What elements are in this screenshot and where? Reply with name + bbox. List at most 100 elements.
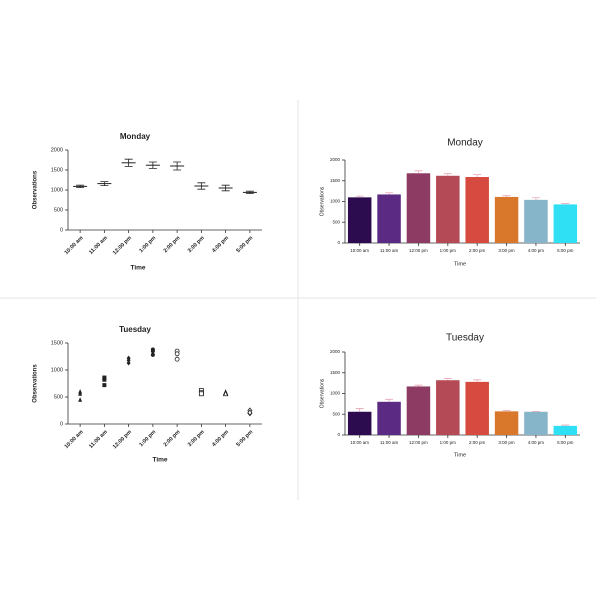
x-tick-label: 10:00 am	[64, 429, 85, 450]
x-tick-label: 12:00 pm	[112, 235, 133, 256]
y-tick-label: 2000	[51, 147, 63, 153]
point	[102, 383, 107, 388]
y-tick-label: 1000	[51, 367, 63, 373]
error-bar	[173, 161, 182, 171]
chart-title: Tuesday	[446, 333, 484, 344]
y-tick-label: 500	[332, 219, 340, 224]
x-tick-label: 10:00 am	[350, 440, 369, 445]
y-tick-label: 2000	[330, 349, 341, 354]
error-bar	[502, 195, 511, 197]
y-tick-label: 0	[337, 432, 340, 437]
bar	[377, 194, 401, 243]
x-tick-label: 10:00 am	[350, 248, 369, 253]
chart-title: Monday	[447, 138, 483, 149]
point	[102, 375, 107, 380]
bar	[465, 177, 489, 243]
error-bar	[221, 184, 230, 192]
y-tick-label: 1500	[330, 370, 341, 375]
x-axis-label: Time	[454, 261, 466, 267]
bar	[406, 386, 431, 435]
y-tick-label: 500	[54, 207, 63, 213]
x-tick-label: 1:00 pm	[138, 429, 157, 448]
y-tick-label: 0	[337, 240, 340, 245]
x-tick-label: 1:00 pm	[440, 248, 457, 253]
bar	[524, 411, 548, 435]
x-tick-label: 3:00 pm	[187, 235, 206, 254]
bar	[524, 199, 548, 243]
x-tick-label: 5:00 pm	[557, 248, 574, 253]
x-tick-label: 5:00 pm	[557, 440, 574, 445]
y-tick-label: 2000	[330, 157, 341, 162]
y-tick-label: 1500	[330, 178, 341, 183]
x-tick-label: 10:00 am	[64, 235, 85, 256]
bar	[347, 411, 372, 435]
error-bar	[561, 203, 570, 205]
x-tick-label: 4:00 pm	[528, 440, 545, 445]
x-tick-label: 3:00 pm	[498, 440, 515, 445]
error-bar	[414, 170, 423, 174]
x-tick-label: 3:00 pm	[187, 429, 206, 448]
x-tick-label: 1:00 pm	[138, 235, 157, 254]
bar	[553, 425, 578, 435]
chart: Tuesday Time Observations 0 500 1000 1500 2000 1…	[319, 333, 580, 458]
x-tick-label: 2:00 pm	[163, 235, 182, 254]
point	[198, 391, 204, 397]
error-bar	[502, 410, 511, 412]
y-axis-label: Observations	[33, 170, 39, 209]
chart: Monday Time Observations 0 500 1000 1500 2000 10…	[319, 138, 580, 267]
y-tick-label: 0	[60, 227, 63, 233]
x-tick-label: 11:00 am	[380, 440, 399, 445]
y-tick-label: 500	[332, 411, 340, 416]
point	[174, 356, 180, 362]
x-tick-label: 2:00 pm	[163, 429, 182, 448]
bar	[436, 380, 460, 435]
point	[174, 351, 180, 357]
y-tick-label: 0	[60, 421, 63, 427]
chart: Tuesday Time Observations 0 500 1000 1500 10:00…	[33, 325, 262, 464]
x-tick-label: 2:00 pm	[469, 248, 486, 253]
error-bar	[76, 184, 85, 188]
x-axis-label: Time	[454, 452, 466, 458]
x-tick-label: 2:00 pm	[469, 440, 486, 445]
error-bar	[473, 379, 482, 382]
x-tick-label: 4:00 pm	[528, 248, 545, 253]
x-axis-label: Time	[130, 265, 145, 272]
x-tick-label: 4:00 pm	[211, 235, 230, 254]
x-tick-label: 11:00 am	[380, 248, 399, 253]
chart: Monday Time Observations 0 500 1000 1500 2000 10…	[33, 132, 262, 272]
y-axis-label: Observations	[319, 186, 325, 216]
x-tick-label: 4:00 pm	[211, 429, 230, 448]
x-tick-label: 5:00 pm	[235, 235, 254, 254]
error-bar	[531, 197, 540, 200]
error-bar	[473, 174, 482, 178]
y-tick-label: 1000	[51, 187, 63, 193]
y-tick-label: 1000	[330, 391, 341, 396]
point	[223, 390, 229, 397]
error-bar	[355, 408, 364, 412]
y-tick-label: 1000	[330, 199, 341, 204]
x-tick-label: 12:00 pm	[409, 248, 428, 253]
y-axis-label: Observations	[33, 364, 39, 403]
point	[247, 409, 253, 416]
error-bar	[443, 378, 452, 381]
chart-title: Tuesday	[119, 325, 151, 334]
x-tick-label: 11:00 am	[88, 429, 109, 450]
y-tick-label: 500	[54, 394, 63, 400]
point	[150, 349, 155, 354]
x-tick-label: 11:00 am	[88, 235, 109, 256]
y-tick-label: 1500	[51, 340, 63, 346]
bar	[436, 175, 460, 243]
x-tick-label: 5:00 pm	[235, 429, 254, 448]
error-bar	[385, 192, 394, 195]
error-bar	[385, 398, 394, 402]
point	[78, 397, 83, 402]
point	[78, 391, 83, 396]
x-axis-label: Time	[152, 457, 167, 464]
error-bar	[443, 173, 452, 176]
error-bar	[148, 161, 157, 169]
bar	[347, 197, 372, 243]
bar	[553, 204, 578, 243]
bar	[494, 411, 519, 435]
